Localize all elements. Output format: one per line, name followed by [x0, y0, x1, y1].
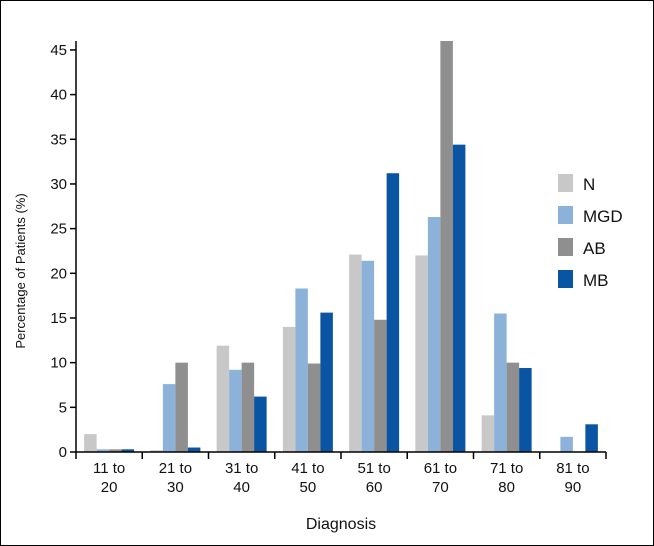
- bar-n-6: [481, 415, 495, 452]
- y-tick-label: 0: [59, 444, 67, 461]
- y-tick-label: 30: [50, 176, 67, 193]
- x-axis-title: Diagnosis: [306, 516, 376, 533]
- bar-n-5: [415, 255, 428, 452]
- bar-ab-5: [440, 41, 453, 452]
- legend: N MGD AB MB: [558, 174, 623, 290]
- bar-mb-3: [320, 312, 333, 452]
- x-category-label: 71 to 80: [490, 460, 523, 496]
- bar-mgd-4: [361, 260, 375, 452]
- bar-ab-3: [307, 363, 321, 452]
- bar-ab-0: [109, 449, 122, 452]
- x-category-label: 31 to 40: [225, 460, 258, 496]
- x-category-label: 11 to 20: [93, 460, 125, 496]
- bar-mb-2: [254, 396, 267, 452]
- x-category-label: 41 to 50: [291, 460, 324, 496]
- x-category-label: 51 to 60: [357, 460, 390, 496]
- bar-mb-7: [585, 424, 598, 452]
- bar-ab-1: [175, 362, 188, 452]
- x-axis-ticks: 11 to 20 21 to 30 31 to 40 41 to 50 51 to 60 61 to…: [75, 452, 607, 496]
- bar-ab-2: [241, 362, 255, 452]
- y-axis-ticks: 0 5 10 15 20 25 30 35 40 45: [50, 42, 76, 461]
- bar-mb-4: [386, 173, 400, 452]
- y-tick-label: 5: [59, 399, 67, 416]
- x-category-label: 81 to 90: [556, 460, 589, 496]
- y-tick-label: 15: [50, 310, 67, 327]
- bar-ab-6: [506, 362, 520, 452]
- x-category-label: 61 to 70: [424, 460, 457, 496]
- bar-mb-0: [121, 449, 135, 452]
- bar-mgd-5: [427, 217, 441, 452]
- y-tick-label: 40: [50, 87, 67, 104]
- bar-mgd-6: [494, 313, 507, 452]
- bar-n-1: [150, 450, 163, 452]
- x-category-label: 21 to 30: [159, 460, 192, 496]
- bar-n-4: [349, 254, 362, 452]
- bar-mgd-2: [229, 369, 242, 452]
- bar-n-3: [282, 326, 296, 452]
- y-tick-label: 10: [50, 355, 67, 372]
- bar-mgd-1: [162, 384, 176, 452]
- bar-n-0: [84, 434, 97, 452]
- bar-mgd-0: [96, 449, 110, 452]
- legend-label-mb: MB: [583, 271, 609, 290]
- y-tick-label: 35: [50, 131, 67, 148]
- plot-area: [84, 41, 598, 452]
- legend-label-mgd: MGD: [583, 207, 623, 226]
- bar-mb-6: [519, 368, 532, 452]
- bar-mgd-7: [560, 436, 573, 452]
- bar-n-2: [216, 345, 230, 452]
- y-axis-title: Percentage of Patients (%): [13, 193, 28, 348]
- legend-label-n: N: [583, 175, 595, 194]
- y-tick-label: 20: [50, 265, 67, 282]
- bar-mb-5: [452, 144, 466, 452]
- y-tick-label: 25: [50, 221, 67, 238]
- bar-mgd-3: [295, 288, 308, 452]
- legend-swatch-mb: [558, 270, 573, 288]
- bar-ab-4: [374, 319, 387, 452]
- legend-swatch-ab: [558, 238, 573, 256]
- legend-label-ab: AB: [583, 239, 606, 258]
- bar-mb-1: [187, 447, 201, 452]
- legend-swatch-n: [558, 174, 573, 192]
- y-tick-label: 45: [50, 42, 67, 59]
- legend-swatch-mgd: [558, 206, 573, 224]
